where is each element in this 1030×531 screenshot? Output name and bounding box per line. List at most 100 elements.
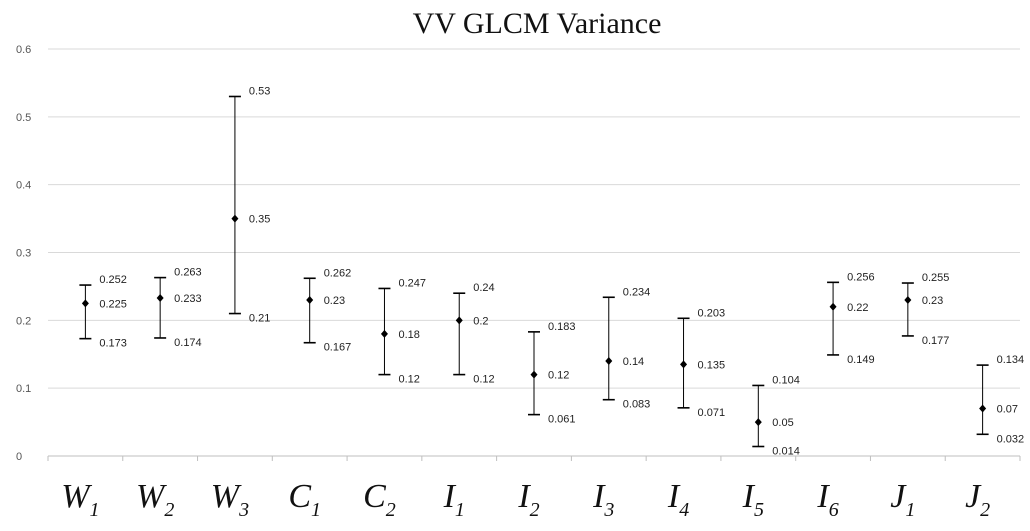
category-subscript: 3 <box>238 499 249 521</box>
chart-title: VV GLCM Variance <box>413 7 662 40</box>
error-bar-5: 0.247 0.18 0.12 <box>378 277 426 386</box>
low-value-label: 0.12 <box>398 374 419 386</box>
error-bar-12: 0.255 0.23 0.177 <box>901 272 950 347</box>
mean-point <box>754 418 762 427</box>
mean-value-label: 0.23 <box>324 295 345 307</box>
low-value-label: 0.061 <box>548 414 576 426</box>
category-base: C <box>363 478 386 515</box>
category-base: I <box>592 478 606 515</box>
category-base: W <box>136 478 167 515</box>
low-value-label: 0.174 <box>174 337 202 349</box>
category-base: C <box>288 478 311 515</box>
error-bar-4: 0.262 0.23 0.167 <box>303 267 352 354</box>
mean-value-label: 0.233 <box>174 293 202 305</box>
error-bar-11: 0.256 0.22 0.149 <box>827 271 875 366</box>
y-tick-label: 0.4 <box>16 180 31 192</box>
x-category-label: J1 <box>890 478 915 521</box>
error-bar-6: 0.24 0.2 0.12 <box>453 282 495 386</box>
mean-point <box>680 360 688 369</box>
low-value-label: 0.177 <box>922 335 950 347</box>
high-value-label: 0.263 <box>174 267 202 279</box>
error-bar-2: 0.263 0.233 0.174 <box>154 267 202 349</box>
high-value-label: 0.247 <box>398 277 426 289</box>
error-bar-1: 0.252 0.225 0.173 <box>79 274 127 350</box>
high-value-label: 0.262 <box>324 267 352 279</box>
low-value-label: 0.12 <box>473 374 494 386</box>
high-value-label: 0.134 <box>997 354 1025 366</box>
gridlines <box>48 48 1020 389</box>
category-base: J <box>890 478 907 515</box>
y-tick-label: 0 <box>16 451 22 463</box>
category-subscript: 2 <box>530 499 540 521</box>
error-bars: 0.2520.2250.1730.2630.2330.1740.530.350.… <box>79 85 1025 458</box>
category-subscript: 3 <box>603 499 614 521</box>
x-category-label: I5 <box>742 478 764 521</box>
y-tick-label: 0.3 <box>16 248 31 260</box>
mean-value-label: 0.12 <box>548 370 569 382</box>
high-value-label: 0.183 <box>548 321 576 333</box>
x-category-label: C1 <box>288 478 321 521</box>
mean-value-label: 0.05 <box>772 417 793 429</box>
x-category-label: I4 <box>667 478 689 521</box>
error-bar-3: 0.53 0.35 0.21 <box>228 85 270 325</box>
low-value-label: 0.032 <box>997 433 1025 445</box>
error-bar-10: 0.104 0.05 0.014 <box>752 374 800 458</box>
mean-value-label: 0.135 <box>698 359 726 371</box>
y-tick-label: 0.2 <box>16 315 31 327</box>
mean-point <box>380 329 388 338</box>
low-value-label: 0.173 <box>99 338 127 350</box>
x-category-label: W2 <box>136 478 174 521</box>
mean-value-label: 0.35 <box>249 214 270 226</box>
mean-value-label: 0.07 <box>997 404 1018 416</box>
category-subscript: 6 <box>829 499 839 521</box>
category-base: I <box>667 478 681 515</box>
category-base: I <box>742 478 756 515</box>
category-subscript: 1 <box>311 499 321 521</box>
mean-value-label: 0.18 <box>398 329 419 341</box>
mean-point <box>306 295 314 304</box>
mean-point <box>605 357 613 366</box>
category-base: W <box>211 478 242 515</box>
mean-value-label: 0.23 <box>922 295 943 307</box>
mean-value-label: 0.2 <box>473 315 488 327</box>
low-value-label: 0.149 <box>847 354 875 366</box>
category-subscript: 1 <box>455 499 465 521</box>
mean-point <box>904 295 912 304</box>
mean-point <box>530 370 538 379</box>
high-value-label: 0.234 <box>623 286 651 298</box>
category-base: W <box>61 478 92 515</box>
high-value-label: 0.256 <box>847 271 875 283</box>
y-tick-label: 0.5 <box>16 112 31 124</box>
mean-point <box>829 302 837 311</box>
low-value-label: 0.071 <box>698 407 726 419</box>
high-value-label: 0.104 <box>772 374 800 386</box>
x-axis <box>47 455 1021 461</box>
error-bar-7: 0.183 0.12 0.061 <box>528 321 576 426</box>
high-value-label: 0.255 <box>922 272 950 284</box>
error-bar-13: 0.134 0.07 0.032 <box>976 354 1025 445</box>
high-value-label: 0.203 <box>698 307 726 319</box>
category-base: I <box>517 478 531 515</box>
x-category-label: J2 <box>965 478 990 521</box>
mean-value-label: 0.225 <box>99 298 127 310</box>
mean-point <box>81 299 89 308</box>
category-subscript: 4 <box>679 499 689 521</box>
mean-point <box>231 214 239 223</box>
category-subscript: 2 <box>386 499 396 521</box>
x-category-labels: W1 W2 W3 C1 C2 I1 I2 I3 I4 I5 I6 J1 J2 <box>61 478 990 521</box>
x-category-label: I6 <box>816 478 838 521</box>
low-value-label: 0.014 <box>772 446 800 458</box>
x-category-label: W3 <box>211 478 249 521</box>
category-subscript: 2 <box>980 499 990 521</box>
mean-point <box>979 404 987 413</box>
mean-value-label: 0.22 <box>847 302 868 314</box>
mean-value-label: 0.14 <box>623 356 644 368</box>
y-tick-label: 0.6 <box>16 44 31 56</box>
high-value-label: 0.24 <box>473 282 494 294</box>
x-category-label: I3 <box>592 478 614 521</box>
y-tick-labels: 0 0.1 0.2 0.3 0.4 0.5 0.6 <box>16 44 31 463</box>
mean-point <box>455 316 463 325</box>
x-category-label: C2 <box>363 478 396 521</box>
category-subscript: 5 <box>754 499 764 521</box>
